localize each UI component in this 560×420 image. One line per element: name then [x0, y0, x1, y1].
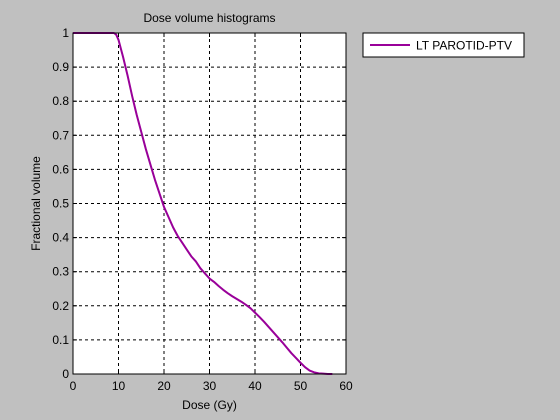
y-tick-label: 0.6	[52, 162, 69, 176]
y-tick-label: 0.2	[52, 299, 69, 313]
y-tick-label: 0.7	[52, 128, 69, 142]
series-layer	[73, 32, 333, 375]
legend-box	[362, 32, 525, 58]
y-tick-label: 0.1	[52, 333, 69, 347]
x-axis-label: Dose (Gy)	[182, 398, 237, 412]
tick-labels: 0 10 20 30 40 50 60 0 0.1 0.2 0.3 0.4 0.5 0.6 0.7 0.8 0.…	[52, 26, 353, 393]
y-tick-label: 0.3	[52, 265, 69, 279]
x-tick-label: 50	[294, 379, 308, 393]
legend-label-lt-parotid-ptv: LT PAROTID-PTV	[416, 39, 512, 53]
legend: LT PAROTID-PTV	[362, 32, 525, 58]
x-tick-label: 60	[339, 379, 353, 393]
y-tick-label: 0.8	[52, 94, 69, 108]
chart-title: Dose volume histograms	[143, 11, 275, 25]
y-tick-label: 0.9	[52, 60, 69, 74]
y-tick-label: 0.5	[52, 197, 69, 211]
y-axis-label: Fractional volume	[29, 156, 43, 251]
y-tick-label: 1	[62, 26, 69, 40]
x-tick-label: 30	[203, 379, 217, 393]
x-tick-label: 10	[112, 379, 126, 393]
x-tick-label: 40	[248, 379, 262, 393]
x-tick-label: 0	[70, 379, 77, 393]
y-tick-label: 0.4	[52, 231, 69, 245]
ticks	[72, 32, 347, 375]
y-tick-label: 0	[62, 367, 69, 381]
x-tick-label: 20	[157, 379, 171, 393]
series-line-lt-parotid-ptv	[73, 32, 333, 375]
grid-lines	[73, 33, 346, 374]
